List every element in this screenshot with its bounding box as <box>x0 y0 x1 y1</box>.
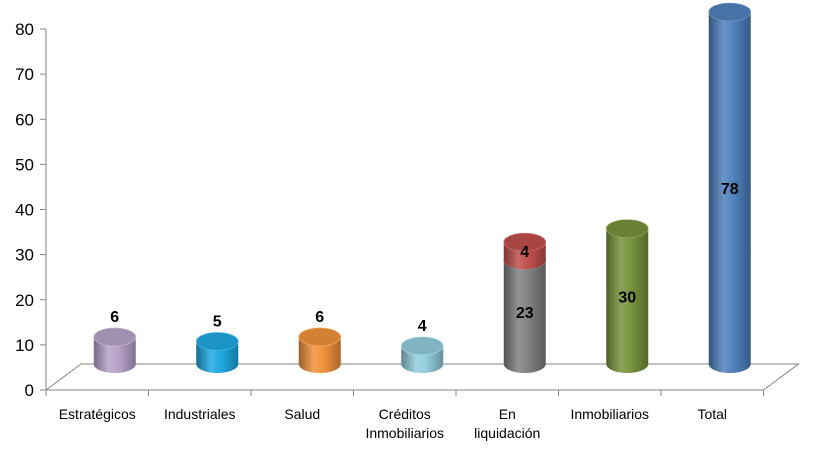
y-tick-label: 10 <box>15 336 34 355</box>
y-tick-label: 40 <box>15 201 34 220</box>
bar-segment-body <box>93 336 136 374</box>
data-label: 30 <box>618 289 636 306</box>
bar-segment-body <box>606 228 649 374</box>
bar <box>503 232 547 374</box>
x-category-label: Inmobiliarios <box>570 406 649 422</box>
bar-segment-top <box>298 327 342 347</box>
bar <box>400 336 444 374</box>
y-tick-label: 70 <box>15 65 34 84</box>
data-label: 5 <box>213 313 222 330</box>
x-category-label: Industriales <box>164 406 236 422</box>
y-tick-label: 20 <box>15 291 34 310</box>
data-label: 4 <box>520 244 529 261</box>
bar <box>298 327 342 374</box>
x-category-label: Total <box>697 406 727 422</box>
bar-segment-body <box>503 242 546 270</box>
x-category-label: liquidación <box>474 425 540 441</box>
bar-segment-top <box>605 219 649 238</box>
y-tick-label: 50 <box>15 155 34 174</box>
bar-segment-top <box>503 232 547 252</box>
bar-segment-top <box>400 336 444 356</box>
data-label: 6 <box>315 309 324 326</box>
bar <box>605 219 649 374</box>
y-tick-label: 60 <box>15 110 34 129</box>
bar <box>195 332 239 374</box>
bar-segment-body <box>401 345 444 374</box>
bar <box>708 2 752 374</box>
x-category-label: Inmobiliarios <box>365 425 444 441</box>
data-label: 6 <box>110 309 119 326</box>
bar <box>93 327 137 374</box>
bar-segment-top <box>708 2 752 22</box>
bar-segment-body <box>298 336 341 374</box>
bar-segment-top <box>195 332 239 351</box>
x-category-label: En <box>499 406 516 422</box>
labels: 6 5 6 4 23 4 30 78 <box>110 181 738 335</box>
x-category-label: Créditos <box>379 406 431 422</box>
bars <box>93 2 752 374</box>
y-tick-label: 0 <box>25 381 34 400</box>
data-label: 4 <box>418 318 427 335</box>
data-label: 78 <box>721 181 739 198</box>
bar-segment-body <box>503 260 546 374</box>
y-tick-label: 30 <box>15 246 34 265</box>
bar-segment-top <box>93 327 137 347</box>
bar-segment-body <box>708 12 751 374</box>
x-category-label: Salud <box>284 406 320 422</box>
axes: 0 10 20 30 40 50 60 70 80 Estratégicos Industriale… <box>15 20 801 441</box>
data-label: 23 <box>516 305 534 322</box>
y-tick-label: 80 <box>15 20 34 39</box>
x-category-label: Estratégicos <box>59 406 136 422</box>
